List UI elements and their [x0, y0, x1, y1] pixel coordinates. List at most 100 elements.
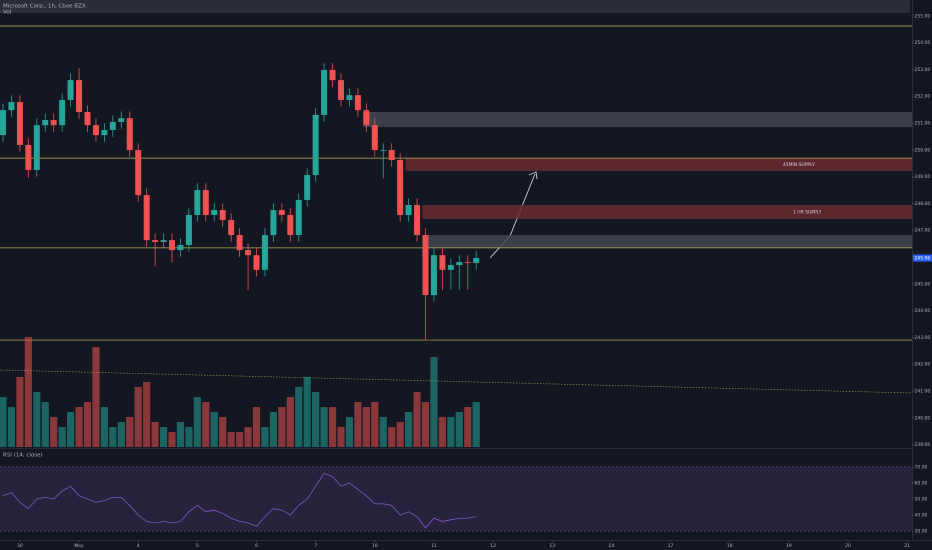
- candle-body: [33, 125, 40, 170]
- arrow-head: [528, 171, 538, 180]
- candle-body: [473, 258, 480, 263]
- volume-bar: [100, 407, 108, 447]
- volume-bar: [421, 402, 430, 447]
- candle-body: [0, 110, 6, 136]
- candle-body: [439, 255, 446, 270]
- candle-body: [338, 80, 344, 100]
- volume-bar: [134, 387, 142, 447]
- candle-body: [287, 214, 294, 236]
- volume-bar: [159, 427, 168, 447]
- volume-bar: [447, 417, 455, 447]
- volume-bar: [354, 402, 362, 447]
- y-tick-label: 249.00: [915, 174, 931, 180]
- candle-body: [219, 210, 226, 221]
- candle-body: [405, 205, 412, 215]
- candle-body: [397, 159, 404, 215]
- candle-body: [329, 69, 336, 81]
- candle-body: [253, 255, 260, 270]
- candle-body: [118, 118, 125, 122]
- x-tick-label: 18: [727, 543, 733, 549]
- rsi-y-tick-label: 70.00: [915, 464, 928, 470]
- candle-body: [321, 69, 328, 115]
- candle-body: [388, 150, 395, 160]
- y-tick-label: 247.00: [915, 228, 931, 234]
- volume-bar: [50, 417, 58, 447]
- candle-body: [25, 144, 32, 170]
- candle-body: [346, 95, 353, 100]
- candle-body: [16, 102, 23, 145]
- volume-label: Vol: [3, 10, 12, 16]
- candle-body: [169, 240, 175, 251]
- y-tick-label: 254.00: [915, 40, 931, 46]
- candle-body: [236, 235, 243, 251]
- rsi-y-tick-label: 50.00: [915, 497, 928, 503]
- volume-bar: [328, 407, 337, 447]
- volume-bar: [312, 392, 320, 447]
- volume-bar: [41, 402, 49, 447]
- candle-body: [135, 150, 142, 196]
- y-tick-label: 240.00: [915, 415, 931, 421]
- x-tick-label: 17: [668, 543, 674, 549]
- y-tick-label: 243.00: [915, 335, 931, 341]
- y-tick-label: 253.00: [915, 67, 931, 73]
- volume-bar: [151, 422, 159, 447]
- volume-bar: [278, 407, 286, 447]
- x-tick-label: 30: [17, 543, 23, 549]
- y-tick-label: 251.00: [915, 121, 931, 127]
- y-tick-label: 250.00: [915, 147, 931, 153]
- y-tick-label: 244.00: [915, 308, 931, 314]
- volume-bar: [438, 417, 446, 447]
- volume-bar: [286, 397, 294, 447]
- volume-bar: [261, 427, 269, 447]
- candle-body: [76, 80, 83, 113]
- volume-bar: [92, 347, 100, 447]
- volume-bar: [345, 417, 354, 447]
- volume-bar: [33, 392, 41, 447]
- volume-bar: [303, 377, 311, 447]
- rsi-y-tick-label: 30.00: [915, 529, 928, 535]
- zone: [422, 235, 912, 248]
- volume-bar: [388, 427, 396, 447]
- volume-bar: [185, 427, 193, 447]
- x-tick-label: 14: [609, 543, 615, 549]
- chart-title: Microsoft Corp., 1h, Cboe BZX: [3, 4, 86, 10]
- x-tick-label: 4: [137, 543, 140, 549]
- volume-bar: [320, 407, 328, 447]
- candle-body: [354, 95, 361, 111]
- candle-body: [228, 220, 235, 236]
- candle-body: [211, 210, 218, 215]
- zone: [422, 205, 912, 219]
- volume-bar: [396, 422, 404, 447]
- x-tick-label: May: [74, 543, 84, 549]
- candle-body: [92, 125, 99, 136]
- candle-body: [109, 121, 116, 130]
- volume-bar: [67, 412, 75, 447]
- candle-body: [67, 80, 74, 100]
- volume-bar: [236, 432, 244, 447]
- candle-body: [59, 99, 66, 126]
- volume-bar: [371, 402, 379, 447]
- volume-bar: [16, 377, 24, 447]
- zone-label: 1 HR SUPPLY: [793, 209, 822, 215]
- y-tick-label: 242.00: [915, 362, 931, 368]
- candle-body: [185, 214, 192, 245]
- volume-bar: [126, 417, 134, 447]
- volume-bar: [143, 382, 151, 447]
- volume-bar: [295, 387, 303, 447]
- candle-body: [101, 129, 108, 136]
- volume-bar: [227, 432, 235, 447]
- candle-body: [160, 240, 167, 242]
- volume-bar: [362, 407, 370, 447]
- candle-body: [152, 240, 159, 242]
- candle-body: [414, 205, 421, 236]
- candle-body: [126, 118, 133, 151]
- candle-body: [371, 125, 378, 151]
- volume-bar: [455, 412, 463, 447]
- x-tick-label: 21: [904, 543, 910, 549]
- candle-body: [177, 244, 184, 251]
- candle-body: [456, 262, 463, 266]
- candle-body: [380, 150, 387, 151]
- volume-bar: [58, 427, 66, 447]
